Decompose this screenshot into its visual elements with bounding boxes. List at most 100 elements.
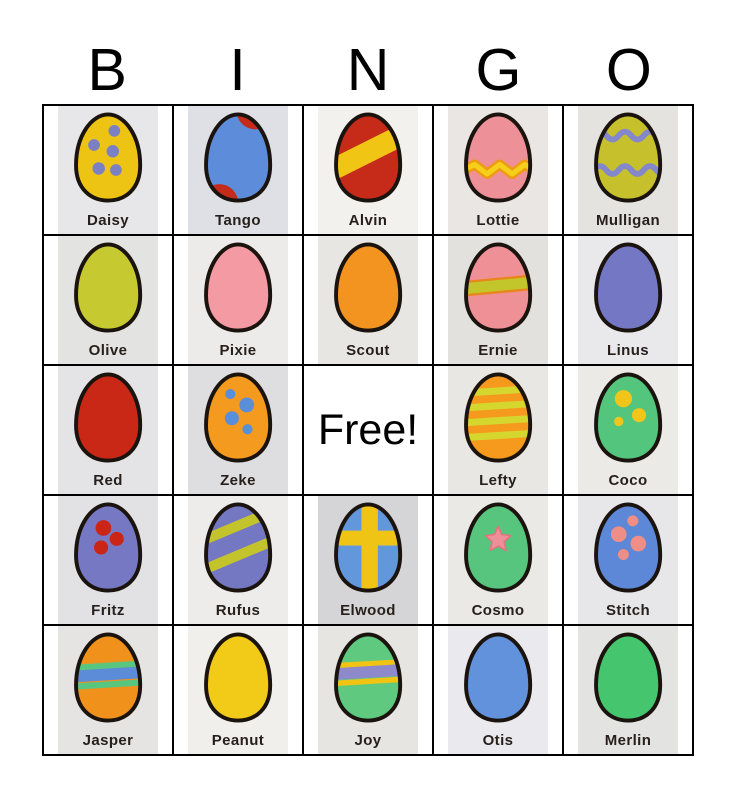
bingo-cell-merlin[interactable]: Merlin — [564, 626, 692, 754]
bingo-cell-linus[interactable]: Linus — [564, 236, 692, 364]
free-space: Free! — [304, 366, 432, 494]
egg-elwood-icon — [333, 502, 403, 593]
egg-name-label: Elwood — [340, 602, 396, 619]
egg-photo-panel: Tango — [188, 106, 288, 234]
egg-name-label: Stitch — [605, 602, 651, 619]
egg-jasper-icon — [73, 632, 143, 723]
egg-photo-panel: Coco — [578, 366, 678, 494]
egg-ernie-icon — [463, 242, 533, 333]
bingo-card: B I N G O Daisy Tango Alvin Lottie Mulligan O… — [42, 0, 694, 756]
egg-photo-panel: Scout — [318, 236, 418, 364]
bingo-cell-ernie[interactable]: Ernie — [434, 236, 562, 364]
egg-mulligan-icon — [593, 112, 663, 203]
bingo-cell-lottie[interactable]: Lottie — [434, 106, 562, 234]
title-letter-o: O — [605, 37, 652, 103]
egg-name-label: Ernie — [478, 342, 518, 359]
bingo-cell-elwood[interactable]: Elwood — [304, 496, 432, 624]
egg-photo-panel: Lefty — [448, 366, 548, 494]
egg-photo-panel: Lottie — [448, 106, 548, 234]
bingo-cell-rufus[interactable]: Rufus — [174, 496, 302, 624]
egg-lottie-icon — [463, 112, 533, 203]
egg-rufus-icon — [203, 502, 273, 593]
bingo-cell-coco[interactable]: Coco — [564, 366, 692, 494]
egg-photo-panel: Otis — [448, 626, 548, 754]
egg-scout-icon — [333, 242, 403, 333]
egg-lefty-icon — [463, 372, 533, 463]
egg-photo-panel: Linus — [578, 236, 678, 364]
title-letter-b: B — [87, 37, 127, 103]
egg-name-label: Joy — [354, 732, 382, 749]
egg-photo-panel: Jasper — [58, 626, 158, 754]
bingo-cell-stitch[interactable]: Stitch — [564, 496, 692, 624]
egg-zeke-icon — [203, 372, 273, 463]
egg-photo-panel: Alvin — [318, 106, 418, 234]
egg-photo-panel: Fritz — [58, 496, 158, 624]
bingo-cell-olive[interactable]: Olive — [44, 236, 172, 364]
bingo-board: Daisy Tango Alvin Lottie Mulligan Olive Pixie S… — [42, 104, 694, 756]
egg-olive-icon — [73, 242, 143, 333]
bingo-cell-daisy[interactable]: Daisy — [44, 106, 172, 234]
egg-name-label: Peanut — [211, 732, 265, 749]
bingo-cell-otis[interactable]: Otis — [434, 626, 562, 754]
egg-name-label: Rufus — [215, 602, 261, 619]
egg-name-label: Scout — [346, 342, 390, 359]
egg-name-label: Otis — [482, 732, 514, 749]
egg-name-label: Jasper — [82, 732, 134, 749]
egg-photo-panel: Ernie — [448, 236, 548, 364]
bingo-cell-red[interactable]: Red — [44, 366, 172, 494]
bingo-cell-tango[interactable]: Tango — [174, 106, 302, 234]
egg-name-label: Red — [93, 472, 123, 489]
bingo-cell-pixie[interactable]: Pixie — [174, 236, 302, 364]
egg-name-label: Mulligan — [595, 212, 661, 229]
egg-name-label: Tango — [215, 212, 261, 229]
egg-name-label: Zeke — [220, 472, 256, 489]
title-letter-i: I — [229, 37, 246, 103]
bingo-title: B I N G O — [42, 32, 694, 100]
egg-photo-panel: Rufus — [188, 496, 288, 624]
egg-photo-panel: Daisy — [58, 106, 158, 234]
bingo-cell-alvin[interactable]: Alvin — [304, 106, 432, 234]
egg-alvin-icon — [333, 112, 403, 203]
egg-name-label: Fritz — [91, 602, 125, 619]
bingo-cell-zeke[interactable]: Zeke — [174, 366, 302, 494]
egg-merlin-icon — [593, 632, 663, 723]
egg-photo-panel: Pixie — [188, 236, 288, 364]
bingo-cell-scout[interactable]: Scout — [304, 236, 432, 364]
egg-name-label: Lottie — [476, 212, 520, 229]
bingo-cell-lefty[interactable]: Lefty — [434, 366, 562, 494]
egg-photo-panel: Peanut — [188, 626, 288, 754]
bingo-cell-fritz[interactable]: Fritz — [44, 496, 172, 624]
bingo-cell-cosmo[interactable]: Cosmo — [434, 496, 562, 624]
egg-red-icon — [73, 372, 143, 463]
title-letter-g: G — [475, 37, 522, 103]
bingo-cell-mulligan[interactable]: Mulligan — [564, 106, 692, 234]
egg-tango-icon — [203, 112, 273, 203]
egg-peanut-icon — [203, 632, 273, 723]
egg-pixie-icon — [203, 242, 273, 333]
egg-name-label: Olive — [88, 342, 128, 359]
bingo-cell-jasper[interactable]: Jasper — [44, 626, 172, 754]
egg-photo-panel: Cosmo — [448, 496, 548, 624]
egg-name-label: Pixie — [219, 342, 257, 359]
egg-photo-panel: Zeke — [188, 366, 288, 494]
bingo-cell-free[interactable]: Free! — [304, 366, 432, 494]
egg-name-label: Merlin — [604, 732, 652, 749]
egg-name-label: Lefty — [479, 472, 517, 489]
egg-photo-panel: Mulligan — [578, 106, 678, 234]
egg-otis-icon — [463, 632, 533, 723]
bingo-cell-joy[interactable]: Joy — [304, 626, 432, 754]
egg-linus-icon — [593, 242, 663, 333]
egg-photo-panel: Olive — [58, 236, 158, 364]
egg-photo-panel: Joy — [318, 626, 418, 754]
egg-name-label: Daisy — [86, 212, 130, 229]
egg-name-label: Alvin — [348, 212, 388, 229]
egg-name-label: Linus — [607, 342, 649, 359]
egg-name-label: Coco — [608, 472, 648, 489]
title-letter-n: N — [346, 37, 390, 103]
egg-fritz-icon — [73, 502, 143, 593]
egg-stitch-icon — [593, 502, 663, 593]
egg-name-label: Cosmo — [471, 602, 525, 619]
egg-cosmo-icon — [463, 502, 533, 593]
egg-photo-panel: Stitch — [578, 496, 678, 624]
bingo-cell-peanut[interactable]: Peanut — [174, 626, 302, 754]
